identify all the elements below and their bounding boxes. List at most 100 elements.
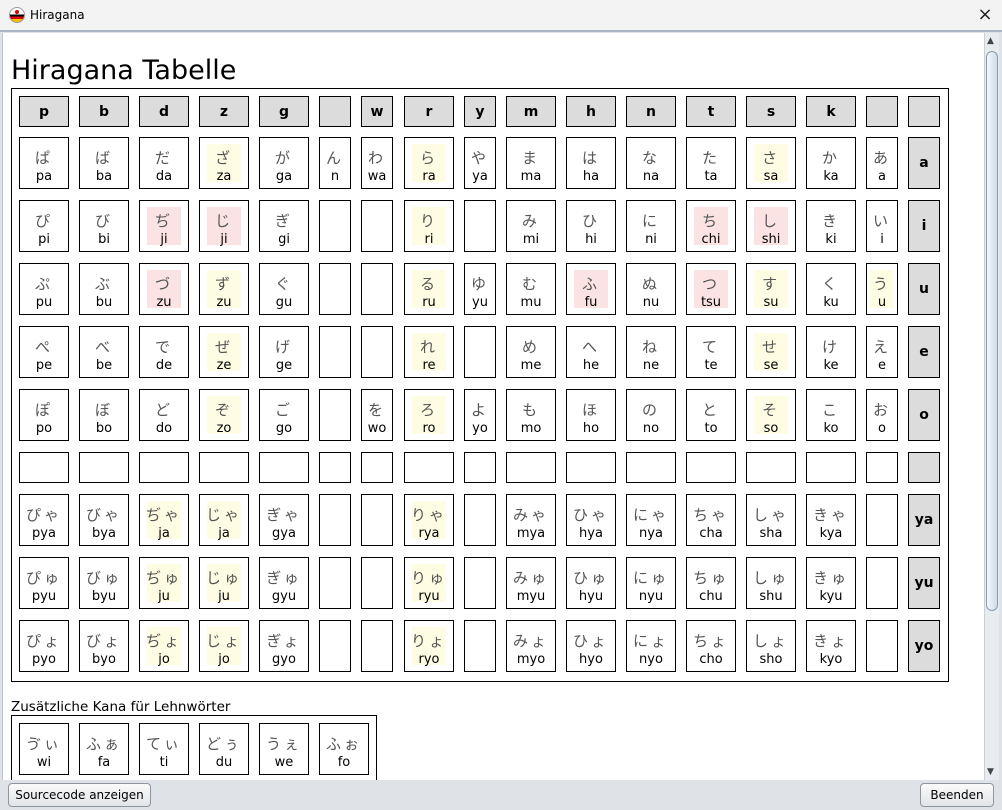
kana-cell[interactable]: つ tsu <box>686 263 736 315</box>
kana-cell[interactable]: じゅ ju <box>199 557 249 609</box>
kana-cell[interactable]: で de <box>139 326 189 378</box>
kana-cell[interactable]: ば ba <box>79 137 129 189</box>
kana-cell[interactable]: ま ma <box>506 137 556 189</box>
kana-cell[interactable]: きゃ kya <box>806 494 856 546</box>
kana-cell[interactable]: ひゅ hyu <box>566 557 616 609</box>
kana-cell[interactable]: わ wa <box>361 137 393 189</box>
extra-kana-cell[interactable]: うぇ we <box>259 723 309 775</box>
kana-cell[interactable]: ぬ nu <box>626 263 676 315</box>
kana-cell[interactable]: じょ jo <box>199 620 249 672</box>
extra-kana-cell[interactable]: どぅ du <box>199 723 249 775</box>
scroll-up-icon[interactable]: ▲ <box>987 36 994 46</box>
kana-cell[interactable]: ぜ ze <box>199 326 249 378</box>
kana-cell[interactable]: ね ne <box>626 326 676 378</box>
scroll-thumb[interactable] <box>986 51 998 611</box>
kana-cell[interactable]: きょ kyo <box>806 620 856 672</box>
kana-cell[interactable]: にょ nyo <box>626 620 676 672</box>
kana-cell[interactable]: じ ji <box>199 200 249 252</box>
kana-cell[interactable]: ちょ cho <box>686 620 736 672</box>
kana-cell[interactable]: ぢ ji <box>139 200 189 252</box>
kana-cell[interactable]: ぎ gi <box>259 200 309 252</box>
kana-cell[interactable]: ぴ pi <box>19 200 69 252</box>
kana-cell[interactable]: づ zu <box>139 263 189 315</box>
kana-cell[interactable]: さ sa <box>746 137 796 189</box>
kana-cell[interactable]: る ru <box>404 263 454 315</box>
kana-cell[interactable]: べ be <box>79 326 129 378</box>
kana-cell[interactable]: せ se <box>746 326 796 378</box>
kana-cell[interactable]: びゅ byu <box>79 557 129 609</box>
kana-cell[interactable]: ぺ pe <box>19 326 69 378</box>
kana-cell[interactable]: ゆ yu <box>464 263 496 315</box>
kana-cell[interactable]: きゅ kyu <box>806 557 856 609</box>
kana-cell[interactable]: ど do <box>139 389 189 441</box>
kana-cell[interactable]: ぴゅ pyu <box>19 557 69 609</box>
kana-cell[interactable]: み mi <box>506 200 556 252</box>
kana-cell[interactable]: ざ za <box>199 137 249 189</box>
show-source-button[interactable]: Sourcecode anzeigen <box>8 783 151 807</box>
kana-cell[interactable]: ぎゅ gyu <box>259 557 309 609</box>
kana-cell[interactable]: か ka <box>806 137 856 189</box>
kana-cell[interactable]: びゃ bya <box>79 494 129 546</box>
kana-cell[interactable]: そ so <box>746 389 796 441</box>
kana-cell[interactable]: りゅ ryu <box>404 557 454 609</box>
extra-kana-cell[interactable]: ふぁ fa <box>79 723 129 775</box>
kana-cell[interactable]: ぼ bo <box>79 389 129 441</box>
kana-cell[interactable]: ぞ zo <box>199 389 249 441</box>
kana-cell[interactable]: が ga <box>259 137 309 189</box>
kana-cell[interactable]: の no <box>626 389 676 441</box>
kana-cell[interactable]: ぎゃ gya <box>259 494 309 546</box>
kana-cell[interactable]: ず zu <box>199 263 249 315</box>
kana-cell[interactable]: て te <box>686 326 736 378</box>
extra-kana-cell[interactable]: ふぉ fo <box>319 723 369 775</box>
kana-cell[interactable]: こ ko <box>806 389 856 441</box>
kana-cell[interactable]: ぴゃ pya <box>19 494 69 546</box>
quit-button[interactable]: Beenden <box>920 783 994 807</box>
kana-cell[interactable]: みゅ myu <box>506 557 556 609</box>
kana-cell[interactable]: ぶ bu <box>79 263 129 315</box>
kana-cell[interactable]: ふ fu <box>566 263 616 315</box>
kana-cell[interactable]: ほ ho <box>566 389 616 441</box>
kana-cell[interactable]: げ ge <box>259 326 309 378</box>
kana-cell[interactable]: む mu <box>506 263 556 315</box>
close-button[interactable]: × <box>977 4 993 25</box>
kana-cell[interactable]: す su <box>746 263 796 315</box>
kana-cell[interactable]: ぢゃ ja <box>139 494 189 546</box>
kana-cell[interactable]: しょ sho <box>746 620 796 672</box>
kana-cell[interactable]: も mo <box>506 389 556 441</box>
scroll-down-icon[interactable]: ▼ <box>987 767 994 777</box>
kana-cell[interactable]: は ha <box>566 137 616 189</box>
extra-kana-cell[interactable]: てぃ ti <box>139 723 189 775</box>
kana-cell[interactable]: ら ra <box>404 137 454 189</box>
kana-cell[interactable]: みゃ mya <box>506 494 556 546</box>
kana-cell[interactable]: め me <box>506 326 556 378</box>
kana-cell[interactable]: び bi <box>79 200 129 252</box>
kana-cell[interactable]: りゃ rya <box>404 494 454 546</box>
vertical-scrollbar[interactable]: ▲ ▼ <box>984 33 999 780</box>
kana-cell[interactable]: と to <box>686 389 736 441</box>
kana-cell[interactable]: にゅ nyu <box>626 557 676 609</box>
kana-cell[interactable]: ちゃ cha <box>686 494 736 546</box>
kana-cell[interactable]: を wo <box>361 389 393 441</box>
kana-cell[interactable]: しゅ shu <box>746 557 796 609</box>
kana-cell[interactable]: き ki <box>806 200 856 252</box>
kana-cell[interactable]: よ yo <box>464 389 496 441</box>
kana-cell[interactable]: け ke <box>806 326 856 378</box>
kana-cell[interactable]: ぎょ gyo <box>259 620 309 672</box>
kana-cell[interactable]: ぱ pa <box>19 137 69 189</box>
kana-cell[interactable]: ご go <box>259 389 309 441</box>
kana-cell[interactable]: しゃ sha <box>746 494 796 546</box>
kana-cell[interactable]: な na <box>626 137 676 189</box>
kana-cell[interactable]: じゃ ja <box>199 494 249 546</box>
kana-cell[interactable]: みょ myo <box>506 620 556 672</box>
kana-cell[interactable]: にゃ nya <box>626 494 676 546</box>
kana-cell[interactable]: ぢょ jo <box>139 620 189 672</box>
kana-cell[interactable]: りょ ryo <box>404 620 454 672</box>
kana-cell[interactable]: ぢゅ ju <box>139 557 189 609</box>
kana-cell[interactable]: に ni <box>626 200 676 252</box>
